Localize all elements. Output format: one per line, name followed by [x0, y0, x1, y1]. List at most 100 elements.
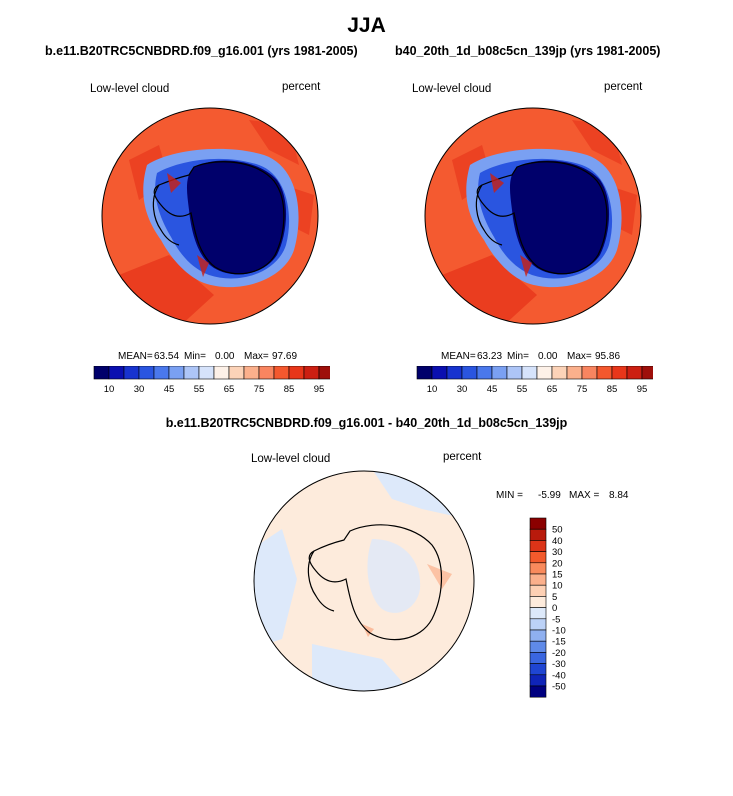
panel-1-colorbar-tick-label: 55 [194, 384, 205, 395]
panel-3-colorbar-swatch [529, 562, 547, 575]
panel-2-colorbar-swatch [626, 366, 643, 380]
panel-3-colorbar-swatch [529, 573, 547, 586]
panel-3-colorbar-tick-label: 5 [552, 592, 557, 603]
panel-2-colorbar-swatch [431, 366, 448, 380]
panel-1-colorbar-swatch [318, 366, 330, 380]
panel-2-colorbar-swatch [596, 366, 613, 380]
panel-3-max-label: MAX = [569, 490, 600, 501]
panel-2-colorbar-tick-label: 65 [547, 384, 558, 395]
panel-3-colorbar-tick-label: -30 [552, 659, 566, 670]
panel-3-title: b.e11.B20TRC5CNBDRD.f09_g16.001 - b40_20… [165, 416, 568, 430]
panel-3-colorbar-swatch [529, 629, 547, 642]
panel-2-max-value: 95.86 [595, 351, 621, 362]
panel-2-colorbar-swatch [476, 366, 493, 380]
panel-2-min-value: 0.00 [538, 351, 558, 362]
panel-2-colorbar-swatch [551, 366, 568, 380]
panel-1-colorbar-swatch [303, 366, 320, 380]
panel-1-colorbar-swatch [258, 366, 275, 380]
panel-3-colorbar-tick-label: 15 [552, 570, 563, 581]
panel-2-mean-value: 63.23 [477, 351, 503, 362]
panel-3-colorbar-swatch [529, 652, 547, 664]
panel-2-colorbar-swatch [611, 366, 628, 380]
panel-3-colorbar-tick-label: -50 [552, 682, 566, 693]
panel-2-variable-label: Low-level cloud [412, 83, 492, 95]
panel-3-colorbar-swatch [529, 596, 547, 608]
panel-2-colorbar-swatch [581, 366, 598, 380]
panel-1-colorbar-swatch [273, 366, 290, 380]
panel-2-colorbar-tick-label: 45 [487, 384, 498, 395]
panel-1-colorbar-swatch [123, 366, 140, 380]
panel-1-colorbar-tick-label: 30 [134, 384, 145, 395]
panel-1-colorbar-swatch [93, 366, 110, 380]
panel-2-colorbar-tick-label: 95 [637, 384, 648, 395]
panel-1-colorbar-tick-label: 45 [164, 384, 175, 395]
panel-1-units-label: percent [282, 81, 321, 93]
panel-1-colorbar-tick-label: 85 [284, 384, 295, 395]
panel-3-variable-label: Low-level cloud [251, 453, 331, 465]
panel-3-colorbar-swatch [529, 674, 547, 687]
panel-1-min-value: 0.00 [215, 351, 235, 362]
panel-2-title: b40_20th_1d_b08c5cn_139jp (yrs 1981-2005… [395, 44, 661, 58]
panel-2-colorbar-swatch [536, 366, 553, 380]
panel-1-colorbar-swatch [213, 366, 230, 380]
panel-1-colorbar-tick-label: 10 [104, 384, 115, 395]
panel-1-colorbar-swatch [168, 366, 185, 380]
panel-2-colorbar-swatch [506, 366, 523, 380]
panel-3-min-value: -5.99 [538, 490, 561, 501]
panel-3-colorbar-tick-label: 30 [552, 547, 563, 558]
panel-2-units-label: percent [604, 81, 643, 93]
panel-2-polar-map [424, 107, 642, 325]
panel-1-max-value: 97.69 [272, 351, 298, 362]
panel-3-max-value: 8.84 [609, 490, 629, 501]
panel-2-colorbar-swatch [416, 366, 433, 380]
panel-1-colorbar-swatch [198, 366, 215, 380]
panel-1-title: b.e11.B20TRC5CNBDRD.f09_g16.001 (yrs 198… [45, 44, 358, 58]
panel-1-colorbar-swatch [183, 366, 200, 380]
panel-1-colorbar-tick-label: 65 [224, 384, 235, 395]
panel-3-colorbar-swatch [529, 540, 547, 552]
panel-1-colorbar-tick-label: 75 [254, 384, 265, 395]
panel-2-max-label: Max= [567, 351, 592, 362]
panel-3-colorbar-tick-label: -5 [552, 614, 560, 625]
panel-3-polar-map [253, 470, 475, 692]
panel-3-colorbar-swatch [529, 663, 547, 676]
panel-1-variable-label: Low-level cloud [90, 83, 170, 95]
panel-2-colorbar-swatch [521, 366, 538, 380]
panel-3-colorbar-swatch [529, 618, 547, 631]
panel-2-colorbar: 10 30 45 55 65 75 85 95 [416, 366, 653, 395]
panel-3-min-label: MIN = [496, 490, 523, 501]
panel-2-colorbar-tick-label: 85 [607, 384, 618, 395]
panel-3-colorbar-swatch [529, 584, 547, 597]
panel-1-colorbar-swatch [153, 366, 170, 380]
page-title: JJA [347, 14, 386, 37]
panel-2-colorbar-swatch [461, 366, 478, 380]
panel-1-colorbar: 10 30 45 55 65 75 85 95 [93, 366, 330, 395]
panel-3-colorbar-tick-label: -15 [552, 637, 566, 648]
panel-1-colorbar-swatch [288, 366, 305, 380]
panel-1-min-label: Min= [184, 351, 206, 362]
panel-3-colorbar-tick-label: -40 [552, 670, 566, 681]
panel-2-colorbar-swatch [446, 366, 463, 380]
panel-3-colorbar-swatch [529, 528, 547, 541]
panel-2-colorbar-tick-label: 30 [457, 384, 468, 395]
panel-2-colorbar-swatch [491, 366, 508, 380]
panel-2-colorbar-swatch [566, 366, 583, 380]
panel-1-mean-label: MEAN= [118, 351, 153, 362]
panel-3-colorbar-swatch [529, 640, 547, 653]
panel-2-colorbar-tick-label: 55 [517, 384, 528, 395]
panel-1-colorbar-swatch [138, 366, 155, 380]
panel-3-colorbar-tick-label: 50 [552, 525, 563, 536]
panel-3-colorbar-tick-label: 10 [552, 581, 563, 592]
panel-3-colorbar-tick-label: -10 [552, 626, 566, 637]
panel-3-colorbar-tick-label: 40 [552, 536, 563, 547]
panel-3-units-label: percent [443, 451, 482, 463]
panel-2-min-label: Min= [507, 351, 529, 362]
panel-3-colorbar-swatch [529, 607, 547, 620]
panel-1-colorbar-swatch [108, 366, 125, 380]
panel-3-colorbar-tick-label: 20 [552, 558, 563, 569]
panel-2-colorbar-swatch [641, 366, 653, 380]
panel-3-colorbar-swatch [529, 517, 547, 530]
panel-1-colorbar-swatch [228, 366, 245, 380]
panel-1-colorbar-tick-label: 95 [314, 384, 325, 395]
